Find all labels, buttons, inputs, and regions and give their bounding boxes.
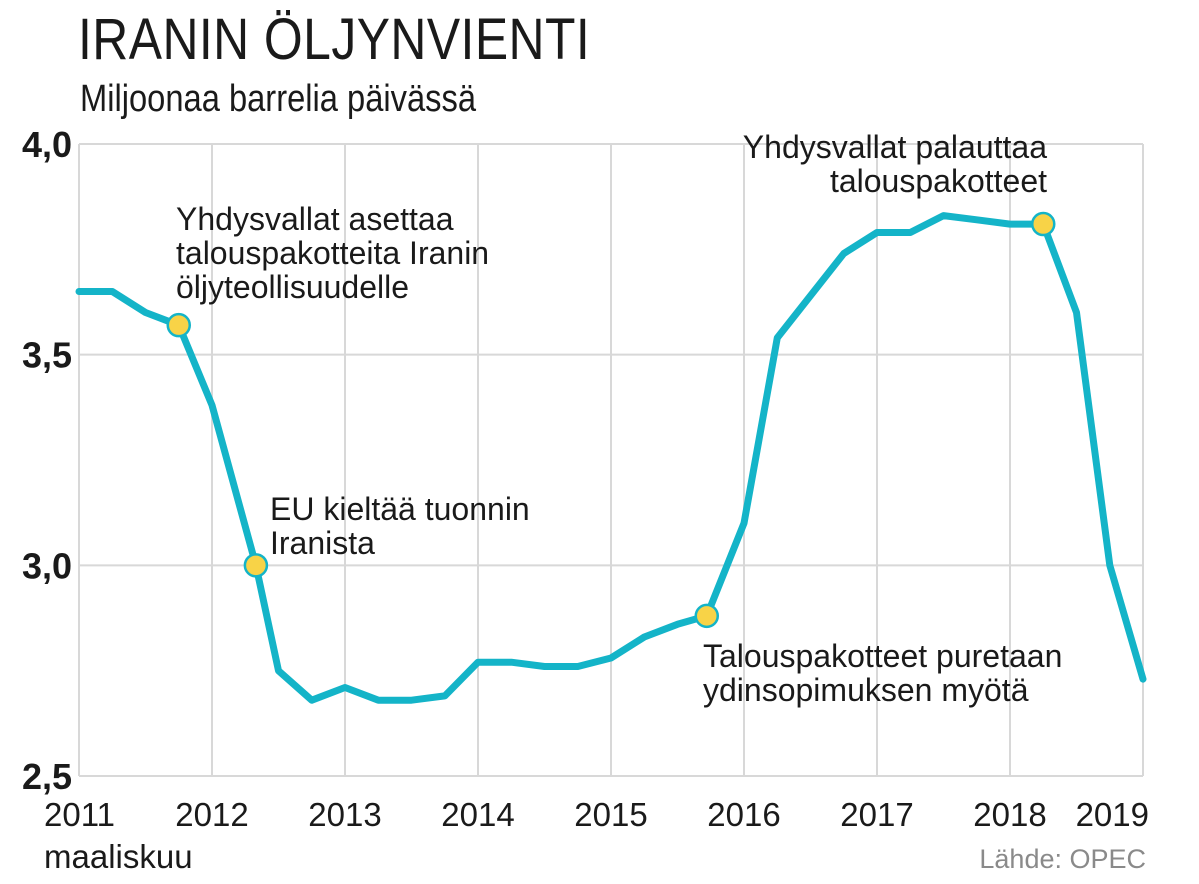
x-tick-label: 2019 — [1076, 796, 1149, 833]
event-marker — [243, 553, 269, 578]
event-marker — [1031, 211, 1056, 237]
event-annotation-line: Yhdysvallat asettaa — [176, 201, 454, 237]
x-axis-ticks: 2011 2012 2013 2014 2015 2016 2017 2018 2019 — [44, 796, 1149, 833]
event-marker — [694, 603, 720, 629]
event-annotation: EU kieltää tuonnin Iranista — [270, 491, 530, 561]
event-marker — [166, 312, 191, 338]
event-annotation-line: talouspakotteita Iranin — [176, 235, 489, 271]
y-tick-label: 3,0 — [22, 545, 72, 586]
event-annotations: Yhdysvallat asettaa talouspakotteita Iran… — [176, 129, 1062, 708]
event-annotation-line: EU kieltää tuonnin — [270, 491, 530, 527]
x-tick-label: 2017 — [840, 796, 913, 833]
event-annotation: Yhdysvallat palauttaa talouspakotteet — [743, 129, 1047, 199]
x-start-note: maaliskuu — [44, 838, 193, 875]
event-annotation-line: öljyteollisuudelle — [176, 269, 409, 305]
x-tick-label: 2013 — [308, 796, 381, 833]
series-line — [75, 212, 1147, 704]
event-annotation-line: Iranista — [270, 525, 375, 561]
event-annotation: Yhdysvallat asettaa talouspakotteita Iran… — [176, 201, 489, 305]
y-axis-ticks: 4,0 3,5 3,0 2,5 — [22, 124, 72, 797]
event-markers — [166, 211, 1056, 629]
x-tick-label: 2012 — [175, 796, 248, 833]
x-tick-label: 2014 — [441, 796, 514, 833]
event-annotation-line: Talouspakotteet puretaan — [703, 638, 1062, 674]
y-tick-label: 2,5 — [22, 756, 72, 797]
x-tick-label: 2015 — [574, 796, 647, 833]
chart-subtitle: Miljoonaa barrelia päivässä — [80, 78, 477, 120]
event-annotation: Talouspakotteet puretaan ydinsopimuksen m… — [703, 638, 1062, 708]
y-tick-label: 3,5 — [22, 335, 72, 376]
chart-title: IRANIN ÖLJYNVIENTI — [78, 7, 591, 72]
y-tick-label: 4,0 — [22, 124, 72, 165]
source-label: Lähde: OPEC — [979, 844, 1146, 874]
gridlines — [78, 143, 1144, 777]
x-tick-label: 2011 — [44, 796, 115, 833]
x-tick-label: 2016 — [707, 796, 780, 833]
series-group — [75, 212, 1147, 704]
event-annotation-line: ydinsopimuksen myötä — [703, 672, 1029, 708]
x-tick-label: 2018 — [973, 796, 1046, 833]
event-annotation-line: Yhdysvallat palauttaa — [743, 129, 1047, 165]
event-annotation-line: talouspakotteet — [830, 163, 1047, 199]
